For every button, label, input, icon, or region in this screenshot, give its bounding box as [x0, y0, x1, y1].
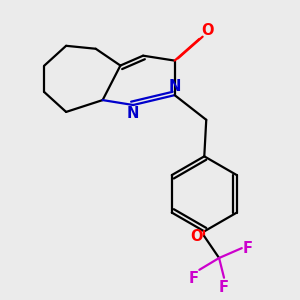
- Text: O: O: [201, 23, 214, 38]
- Text: F: F: [243, 241, 253, 256]
- Text: N: N: [127, 106, 140, 121]
- Text: F: F: [188, 271, 198, 286]
- Text: F: F: [219, 280, 229, 295]
- Text: O: O: [190, 229, 202, 244]
- Text: N: N: [169, 79, 181, 94]
